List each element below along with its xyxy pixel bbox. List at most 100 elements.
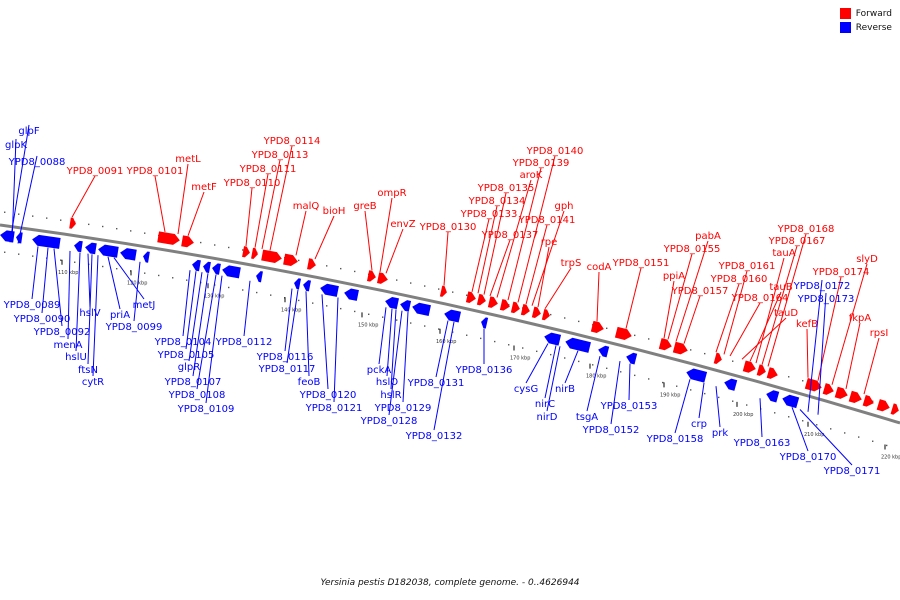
tick-label: 180 kbp <box>586 374 606 380</box>
forward-gene-15 <box>510 301 520 314</box>
forward-label-5: YPD8_0111 <box>239 164 297 175</box>
scale-dot <box>578 320 580 323</box>
scale-dot <box>634 374 636 377</box>
scale-dot <box>858 436 860 438</box>
scale-dot <box>396 279 398 281</box>
legend-swatch <box>839 22 851 33</box>
reverse-gene-16 <box>344 288 359 301</box>
forward-label-37: YPD8_0167 <box>768 236 826 247</box>
reverse-leader-line <box>610 361 621 425</box>
reverse-label-6: menA <box>53 340 82 351</box>
scale-dot <box>382 316 384 318</box>
reverse-label-48: YPD8_0173 <box>797 294 855 305</box>
reverse-gene-7 <box>143 251 150 263</box>
reverse-label-45: YPD8_0170 <box>779 452 837 463</box>
forward-label-28: YPD8_0155 <box>663 244 721 255</box>
reverse-leader-line <box>113 257 145 300</box>
forward-gene-13 <box>487 296 498 308</box>
scale-dot <box>158 274 160 277</box>
reverse-label-5: YPD8_0092 <box>33 327 91 338</box>
reverse-leader-line <box>564 350 579 384</box>
reverse-gene-19 <box>412 302 431 316</box>
forward-gene-22 <box>672 341 688 355</box>
reverse-label-36: nirD <box>537 412 558 423</box>
scale-dot <box>662 381 664 384</box>
legend-swatch <box>839 8 851 19</box>
forward-leader-line <box>71 175 96 218</box>
scale-dot <box>410 282 412 284</box>
reverse-gene-29 <box>782 394 800 409</box>
reverse-gene-13 <box>294 278 301 290</box>
forward-leader-line <box>254 173 269 248</box>
forward-label-13: YPD8_0130 <box>419 222 477 233</box>
forward-label-0: YPD8_0091 <box>66 166 124 177</box>
forward-gene-25 <box>756 364 766 376</box>
forward-leader-line <box>385 228 404 274</box>
forward-label-16: YPD8_0135 <box>477 183 535 194</box>
forward-gene-17 <box>531 306 541 319</box>
reverse-gene-10 <box>212 263 221 275</box>
forward-leader-line <box>154 175 166 233</box>
forward-leader-line <box>364 210 373 271</box>
reverse-leader-line <box>182 270 191 337</box>
scale-dot <box>214 244 216 246</box>
scale-dot <box>228 246 230 249</box>
scale-dot <box>354 310 356 313</box>
legend-label: Forward <box>855 8 892 19</box>
scale-dot <box>144 232 146 234</box>
reverse-gene-2 <box>32 234 61 249</box>
forward-gene-23 <box>713 352 722 364</box>
reverse-label-4: YPD8_0090 <box>13 314 71 325</box>
forward-leader-line <box>761 245 798 365</box>
forward-leader-line <box>187 191 205 236</box>
scale-dot <box>676 385 678 387</box>
scale-dot <box>18 253 20 255</box>
forward-gene-3 <box>242 246 250 258</box>
forward-leader-line <box>767 233 807 367</box>
reverse-label-17: YPD8_0107 <box>164 377 222 388</box>
scale-dot <box>4 211 6 213</box>
forward-leader-line <box>667 253 693 340</box>
scale-dot <box>340 267 342 270</box>
reverse-gene-12 <box>256 271 263 283</box>
reverse-leader-line <box>284 288 293 352</box>
forward-gene-31 <box>862 394 874 407</box>
reverse-leader-line <box>305 291 310 377</box>
forward-leader-line <box>507 167 542 301</box>
scale-dot <box>690 389 692 391</box>
scale-dot <box>494 340 496 343</box>
forward-label-21: YPD8_0141 <box>518 215 576 226</box>
scale-dot <box>564 317 566 319</box>
scale-dot <box>102 225 104 228</box>
scale-dot <box>270 294 272 296</box>
reverse-gene-3 <box>74 240 83 253</box>
scale-dot <box>32 215 34 217</box>
reverse-leader-line <box>92 255 99 377</box>
reverse-leader-line <box>87 254 93 365</box>
scale-dot <box>816 424 818 426</box>
scale-dot <box>256 291 258 294</box>
scale-dot <box>578 360 580 363</box>
forward-label-19: YPD8_0139 <box>512 158 570 169</box>
scale-dot <box>732 360 734 362</box>
reverse-gene-17 <box>385 296 399 310</box>
forward-gene-32 <box>876 399 890 412</box>
forward-label-33: YPD8_0164 <box>731 293 789 304</box>
reverse-leader-line <box>188 272 203 362</box>
scale-dot <box>396 319 398 321</box>
forward-label-6: YPD8_0113 <box>251 150 309 161</box>
scale-dot <box>886 444 888 447</box>
reverse-leader-line <box>133 261 141 322</box>
scale-dot <box>88 223 90 226</box>
reverse-leader-line <box>386 308 393 377</box>
tick-label: 200 kbp <box>733 412 753 418</box>
forward-label-35: tauB <box>769 282 792 293</box>
forward-leader-line <box>471 218 490 292</box>
reverse-gene-4 <box>85 242 97 255</box>
forward-label-25: codA <box>587 262 612 273</box>
forward-gene-12 <box>476 293 486 306</box>
reverse-label-18: YPD8_0108 <box>168 390 226 401</box>
reverse-label-1: glpK <box>5 140 27 151</box>
forward-gene-1 <box>157 231 180 245</box>
